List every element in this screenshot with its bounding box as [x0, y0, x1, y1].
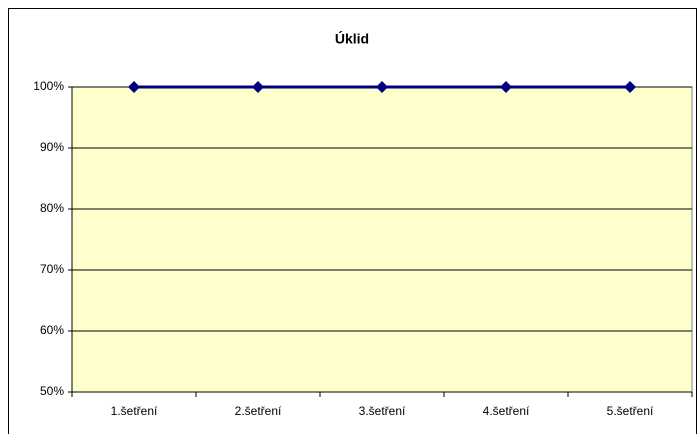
y-tick-label: 90%: [40, 140, 64, 154]
series-marker: [128, 81, 140, 93]
y-tick-label: 60%: [40, 323, 64, 337]
y-tick-label: 80%: [40, 201, 64, 215]
series-marker: [376, 81, 388, 93]
chart-title: Úklid: [335, 30, 369, 47]
series-marker: [500, 81, 512, 93]
x-tick-label: 3.šetření: [359, 404, 406, 418]
x-tick-label: 4.šetření: [483, 404, 530, 418]
x-tick-label: 1.šetření: [111, 404, 158, 418]
y-tick-label: 100%: [33, 79, 64, 93]
series-marker: [624, 81, 636, 93]
x-tick-label: 5.šetření: [607, 404, 654, 418]
plot-area: [71, 86, 693, 393]
y-tick-label: 70%: [40, 262, 64, 276]
x-tick-label: 2.šetření: [235, 404, 282, 418]
y-tick-label: 50%: [40, 384, 64, 398]
series-marker: [252, 81, 264, 93]
